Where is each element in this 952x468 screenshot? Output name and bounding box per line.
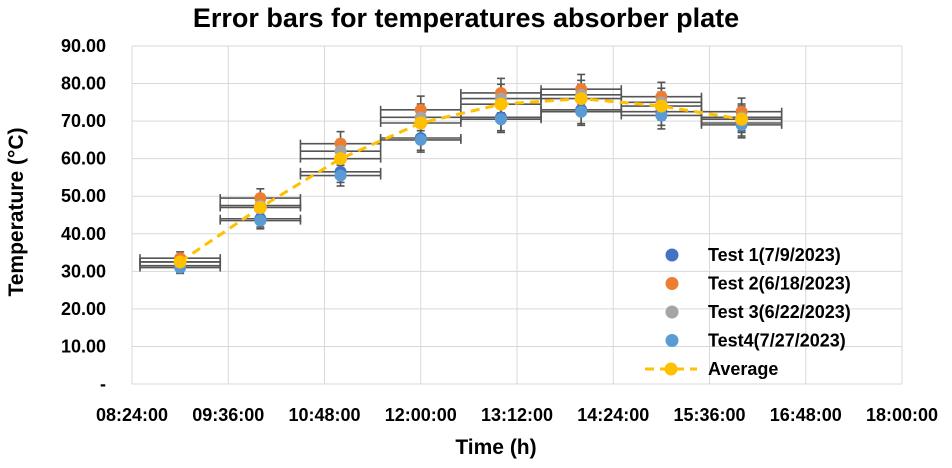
legend-label: Test 1(7/9/2023) (708, 245, 841, 265)
average-line (179, 97, 742, 264)
y-tick-label: - (100, 374, 106, 394)
y-tick-label: 50.00 (61, 186, 106, 206)
data-point (494, 113, 507, 126)
average-series (173, 92, 749, 269)
average-point (574, 92, 588, 106)
data-point (655, 109, 668, 122)
y-tick-label: 30.00 (61, 261, 106, 281)
legend-label: Test 3(6/22/2023) (708, 302, 851, 322)
average-point (494, 97, 508, 111)
data-point (254, 214, 267, 227)
x-tick-label: 15:36:00 (673, 405, 745, 425)
legend-marker (665, 248, 679, 262)
x-axis-ticks: 08:24:00 09:36:00 10:48:00 12:00:00 13:12:00… (96, 405, 938, 425)
average-point (334, 152, 348, 166)
data-point (575, 105, 588, 118)
x-tick-label: 14:24:00 (577, 405, 649, 425)
y-axis-title: Temperature (°C) (5, 127, 28, 296)
average-point (654, 99, 668, 113)
x-tick-label: 08:24:00 (96, 405, 168, 425)
y-tick-label: 90.00 (61, 36, 106, 56)
x-axis-title: Time (h) (455, 436, 536, 459)
legend-marker (665, 305, 679, 319)
y-tick-label: 70.00 (61, 111, 106, 131)
x-tick-label: 10:48:00 (288, 405, 360, 425)
data-point (334, 169, 347, 182)
average-point (253, 200, 267, 214)
data-point (414, 133, 427, 146)
y-tick-label: 80.00 (61, 74, 106, 94)
y-tick-label: 40.00 (61, 224, 106, 244)
x-tick-label: 16:48:00 (770, 405, 842, 425)
x-tick-label: 13:12:00 (481, 405, 553, 425)
average-point (735, 112, 749, 126)
error-bars (139, 73, 783, 275)
y-tick-label: 10.00 (61, 336, 106, 356)
y-tick-label: 60.00 (61, 149, 106, 169)
legend-label: Test 2(6/18/2023) (708, 274, 851, 294)
average-point (414, 116, 428, 130)
legend-label: Test4(7/27/2023) (708, 331, 846, 351)
x-tick-label: 18:00:00 (866, 405, 938, 425)
x-tick-label: 09:36:00 (192, 405, 264, 425)
legend-marker (664, 362, 678, 376)
legend: Test 1(7/9/2023) Test 2(6/18/2023) Test 3(… (645, 245, 851, 379)
average-point (173, 255, 187, 269)
y-tick-label: 20.00 (61, 299, 106, 319)
legend-marker (665, 334, 679, 347)
legend-label: Average (708, 359, 778, 379)
legend-marker (665, 277, 679, 290)
chart-title: Error bars for temperatures absorber pla… (193, 3, 739, 33)
x-tick-label: 12:00:00 (385, 405, 457, 425)
y-axis-ticks: - 10.00 20.00 30.00 40.00 50.00 60.00 70.00 80.0… (61, 36, 106, 394)
